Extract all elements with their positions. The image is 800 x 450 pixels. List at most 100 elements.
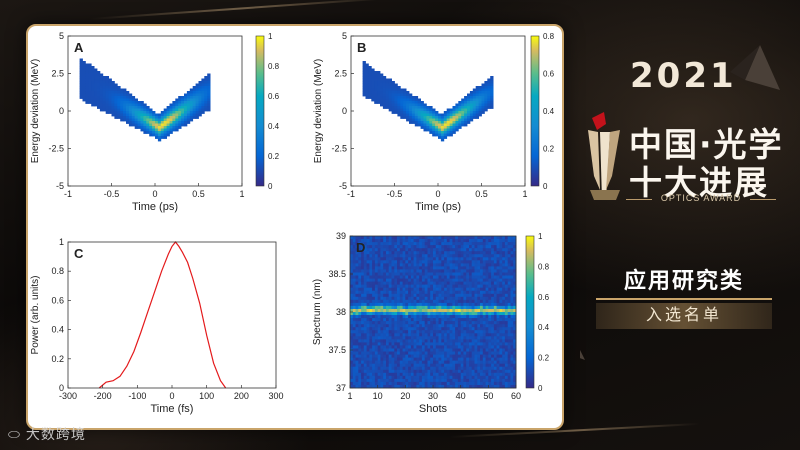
spectrum-cell — [363, 296, 367, 301]
spectrum-cell — [419, 342, 423, 346]
spectrum-cell — [402, 257, 406, 261]
spectrum-cell — [455, 257, 459, 261]
spectrum-cell — [466, 293, 470, 298]
density-cell — [204, 91, 208, 94]
spectrum-cell — [477, 236, 481, 240]
spectrum-cell — [399, 293, 403, 298]
density-cell — [82, 96, 86, 99]
spectrum-cell — [388, 275, 392, 279]
spectrum-cell — [438, 345, 442, 349]
spectrum-cell — [493, 272, 498, 276]
spectrum-cell — [413, 299, 417, 304]
spectrum-cell — [374, 342, 379, 346]
spectrum-cell — [444, 251, 448, 255]
spectrum-cell — [410, 260, 415, 264]
spectrum-cell — [427, 315, 431, 319]
spectrum-cell — [435, 363, 439, 368]
spectrum-cell — [488, 251, 492, 255]
spectrum-cell — [391, 242, 395, 246]
spectrum-cell — [424, 315, 428, 319]
density-cell — [362, 91, 366, 94]
spectrum-cell — [397, 318, 401, 322]
spectrum-cell — [446, 254, 450, 258]
spectrum-cell — [358, 242, 362, 246]
spectrum-cell — [427, 281, 431, 285]
spectrum-cell — [380, 363, 384, 368]
spectrum-cell — [507, 309, 511, 313]
spectrum-cell — [427, 278, 431, 282]
spectrum-cell — [413, 381, 417, 386]
density-cell — [181, 113, 185, 117]
spectrum-cell — [438, 354, 442, 358]
spectrum-cell — [457, 366, 462, 371]
spectrum-cell — [424, 263, 428, 267]
spectrum-cell — [477, 290, 481, 295]
spectrum-cell — [457, 263, 462, 267]
spectrum-cell — [369, 239, 373, 243]
spectrum-cell — [394, 369, 398, 374]
spectrum-cell — [513, 251, 517, 255]
density-cell — [490, 83, 494, 87]
spectrum-cell — [491, 242, 495, 246]
spectrum-cell — [399, 248, 403, 252]
spectrum-cell — [463, 302, 467, 307]
density-cell — [362, 81, 366, 84]
density-cell — [368, 93, 372, 97]
density-cell — [102, 103, 107, 107]
density-cell — [166, 113, 170, 117]
spectrum-cell — [377, 269, 381, 273]
spectrum-cell — [402, 296, 406, 301]
spectrum-cell — [352, 333, 356, 337]
spectrum-cell — [474, 239, 478, 243]
spectrum-cell — [491, 275, 495, 279]
spectrum-cell — [388, 302, 392, 307]
spectrum-cell — [361, 336, 365, 340]
spectrum-cell — [435, 330, 439, 334]
spectrum-cell — [477, 378, 481, 383]
spectrum-cell — [424, 305, 428, 310]
spectrum-cell — [405, 327, 409, 331]
spectrum-cell — [352, 363, 356, 368]
spectrum-cell — [388, 312, 392, 316]
density-cell — [123, 106, 127, 109]
density-cell — [365, 68, 369, 72]
trophy-icon — [588, 112, 620, 200]
spectrum-cell — [446, 257, 450, 261]
spectrum-cell — [352, 257, 356, 261]
spectrum-cell — [469, 342, 473, 346]
spectrum-cell — [399, 236, 403, 240]
spectrum-cell — [394, 360, 398, 364]
spectrum-cell — [408, 254, 412, 258]
spectrum-cell — [504, 330, 509, 334]
spectrum-cell — [433, 290, 437, 295]
spectrum-cell — [491, 245, 495, 249]
density-cell — [388, 83, 392, 87]
spectrum-cell — [504, 287, 509, 292]
spectrum-cell — [488, 309, 492, 313]
spectrum-cell — [419, 257, 423, 261]
spectrum-cell — [355, 318, 359, 322]
spectrum-cell — [397, 324, 401, 328]
spectrum-cell — [413, 378, 417, 383]
spectrum-cell — [397, 321, 401, 325]
density-cell — [99, 81, 104, 84]
density-cell — [394, 88, 398, 92]
spectrum-cell — [446, 381, 450, 386]
spectrum-cell — [405, 272, 409, 276]
spectrum-cell — [485, 360, 489, 364]
spectrum-cell — [471, 315, 475, 319]
spectrum-cell — [352, 375, 356, 380]
spectrum-cell — [507, 260, 511, 264]
spectrum-cell — [399, 318, 403, 322]
spectrum-cell — [466, 275, 470, 279]
spectrum-cell — [399, 378, 403, 383]
density-cell — [388, 86, 392, 89]
spectrum-cell — [466, 372, 470, 377]
spectrum-cell — [502, 287, 506, 292]
spectrum-cell — [471, 302, 475, 307]
spectrum-cell — [386, 284, 390, 288]
spectrum-cell — [363, 278, 367, 282]
spectrum-cell — [352, 281, 356, 285]
spectrum-cell — [444, 287, 448, 292]
spectrum-cell — [469, 302, 473, 307]
